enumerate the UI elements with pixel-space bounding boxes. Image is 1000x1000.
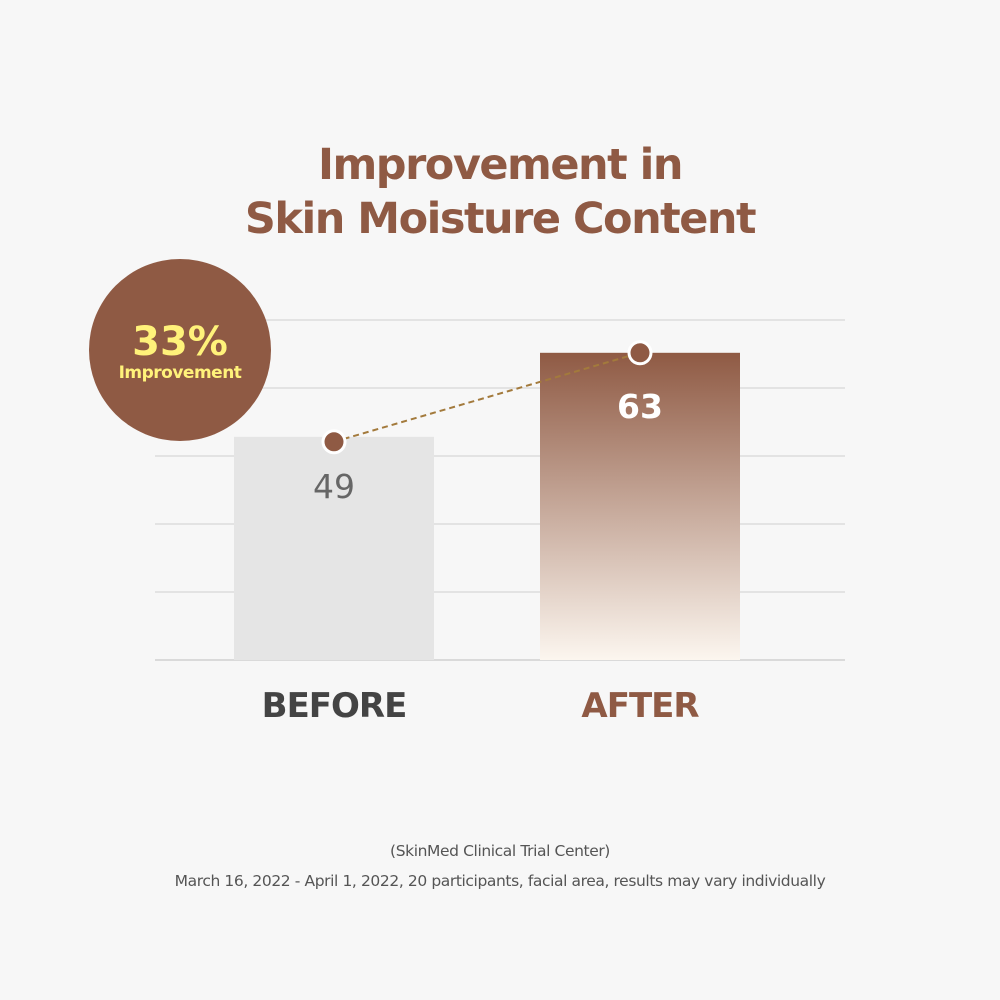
data-point-after: [627, 340, 653, 366]
bar-before: [234, 436, 434, 660]
category-label: BEFORE: [262, 686, 407, 726]
study-note: March 16, 2022 - April 1, 2022, 20 parti…: [174, 872, 826, 890]
data-label: 49: [313, 467, 355, 506]
chart-title-line-2: Skin Moisture Content: [244, 194, 757, 244]
badge-label: Improvement: [119, 363, 242, 383]
data-point-before: [321, 429, 347, 455]
connector-line: [333, 351, 641, 443]
improvement-badge: 33% Improvement: [89, 259, 271, 441]
source-note: (SkinMed Clinical Trial Center): [390, 842, 610, 860]
badge-value: 33%: [132, 319, 228, 365]
data-label: 63: [617, 387, 663, 426]
bar-after: [540, 352, 740, 660]
chart-title-line-1: Improvement in: [318, 140, 683, 190]
category-label: AFTER: [581, 686, 699, 726]
